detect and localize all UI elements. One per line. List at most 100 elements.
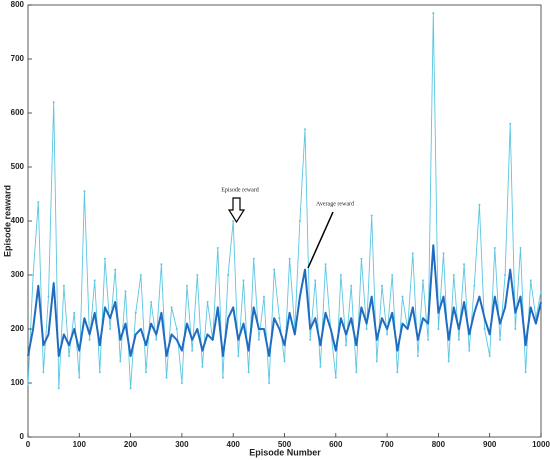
episode-reward-point (324, 263, 327, 266)
episode-reward-point (509, 122, 512, 125)
x-tick-label: 400 (227, 440, 241, 449)
average-reward-line (27, 244, 542, 357)
x-axis-title: Episode Number (249, 447, 321, 457)
episode-reward-point (83, 190, 86, 193)
episode-reward-point (529, 279, 532, 282)
episode-reward-point (196, 274, 199, 276)
episode-reward-point (447, 360, 450, 363)
episode-reward-point (57, 387, 60, 390)
episode-reward-point (493, 247, 496, 249)
episode-reward-point (160, 263, 163, 266)
episode-reward-point (88, 338, 91, 341)
episode-reward-point (288, 257, 291, 260)
episode-reward-point (350, 284, 353, 287)
episode-reward-point (232, 220, 235, 222)
x-tick-label: 900 (483, 440, 497, 449)
annotation-arrow (227, 197, 246, 224)
episode-reward-point (42, 371, 45, 374)
episode-reward-point (268, 382, 271, 384)
episode-reward-point (119, 360, 122, 363)
episode-reward-point (442, 252, 445, 255)
annotation: Episode reward (221, 187, 259, 193)
episode-reward-point (175, 328, 178, 330)
episode-reward-point (252, 257, 255, 260)
episode-reward-point (201, 365, 204, 368)
episode-reward-point (170, 306, 173, 309)
episode-reward-point (452, 274, 455, 276)
episode-reward-point (37, 201, 40, 204)
episode-reward-point (478, 203, 481, 206)
y-tick-label: 0 (20, 432, 25, 441)
y-tick-label: 400 (11, 216, 25, 225)
episode-reward-point (78, 376, 81, 379)
episode-reward-point (47, 295, 50, 298)
episode-reward-point (139, 274, 142, 276)
episode-reward-point (380, 284, 383, 287)
episode-reward-point (514, 328, 517, 330)
episode-reward-point (365, 328, 368, 330)
y-tick-label: 300 (11, 270, 25, 279)
episode-reward-point (355, 371, 358, 374)
episode-reward-point (262, 295, 265, 298)
x-tick-label: 300 (175, 440, 189, 449)
episode-reward-point (401, 295, 404, 298)
episode-reward-point (298, 220, 301, 222)
episode-reward-point (391, 274, 394, 276)
episode-reward-point (98, 371, 101, 374)
episode-reward-point (257, 338, 260, 341)
episode-reward-point (386, 333, 389, 336)
episode-reward-point (32, 274, 35, 276)
episode-reward-point (227, 274, 230, 276)
episode-reward-point (427, 338, 430, 341)
x-tick-label: 700 (380, 440, 394, 449)
episode-reward-point (242, 279, 245, 282)
episode-reward-point (191, 349, 194, 352)
episode-reward-point (504, 274, 507, 276)
episode-reward-point (519, 247, 522, 249)
episode-reward-point (370, 214, 373, 217)
episode-reward-point (73, 311, 76, 314)
plot-frame (27, 4, 542, 438)
x-tick-label: 0 (26, 440, 31, 449)
episode-reward-point (144, 371, 147, 374)
episode-reward-point (124, 290, 127, 293)
annotation-line (307, 211, 334, 269)
x-tick-label: 600 (329, 440, 343, 449)
episode-reward-point (109, 328, 112, 330)
episode-reward-point (483, 328, 486, 330)
x-tick-label: 100 (73, 440, 87, 449)
episode-reward-point (216, 247, 219, 249)
episode-reward-point (396, 371, 399, 374)
episode-reward-point (206, 301, 209, 303)
episode-reward-point (468, 349, 471, 352)
episode-reward-point (186, 284, 189, 287)
episode-reward-point (498, 338, 501, 341)
y-tick-label: 100 (11, 378, 25, 387)
episode-reward-point (339, 274, 342, 276)
episode-reward-point (103, 257, 106, 260)
episode-reward-point (524, 371, 527, 374)
episode-reward-point (129, 387, 132, 390)
episode-reward-point (463, 263, 466, 266)
episode-reward-point (540, 290, 542, 293)
episode-reward-point (314, 279, 317, 282)
episode-reward-point (283, 360, 286, 363)
y-axis-title: Episode reaward (2, 185, 12, 257)
episode-reward-point (180, 382, 183, 384)
episode-reward-point (319, 365, 322, 368)
x-tick-label: 500 (278, 440, 292, 449)
y-tick-label: 700 (11, 54, 25, 63)
episode-reward-point (345, 344, 348, 347)
episode-reward-point (52, 101, 55, 104)
episode-reward-line (27, 12, 542, 389)
episode-reward-point (165, 376, 168, 379)
episode-reward-point (375, 360, 378, 363)
episode-reward-point (304, 128, 307, 131)
y-tick-label: 600 (11, 108, 25, 117)
x-tick-label: 200 (124, 440, 138, 449)
episode-reward-point (62, 284, 65, 287)
episode-reward-point (437, 328, 440, 330)
episode-reward-point (457, 338, 460, 341)
episode-reward-point (150, 301, 153, 303)
